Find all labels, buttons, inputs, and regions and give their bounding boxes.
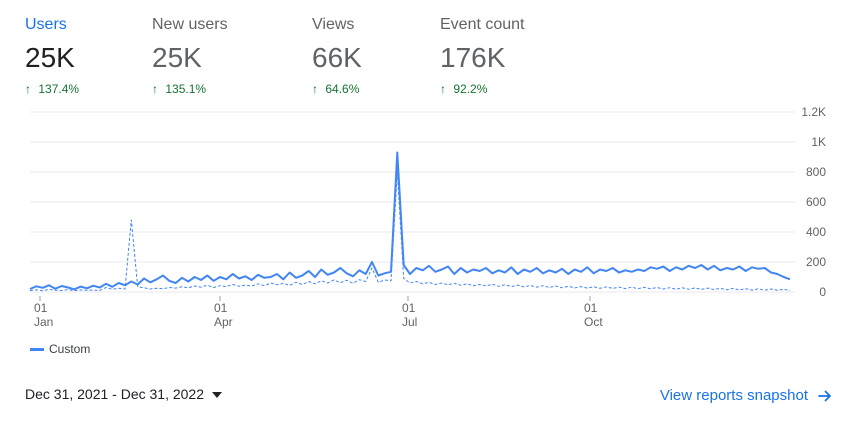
metric-value: 66K: [312, 42, 362, 73]
arrow-up-icon: ↑: [25, 82, 31, 96]
metric-delta: ↑ 135.1%: [152, 80, 228, 98]
arrow-up-icon: ↑: [152, 82, 158, 96]
metric-event-count[interactable]: Event count 176K ↑ 92.2%: [440, 14, 525, 98]
x-tick-month: Oct: [584, 315, 603, 329]
date-range-text: Dec 31, 2021 - Dec 31, 2022: [25, 386, 205, 402]
view-reports-snapshot-link[interactable]: View reports snapshot: [660, 387, 832, 404]
y-tick-label: 600: [806, 195, 826, 209]
metric-value: 25K: [25, 42, 75, 73]
metric-delta: ↑ 64.6%: [312, 80, 362, 98]
x-tick-day: 01: [34, 301, 48, 315]
line-chart: 1.2K 1K 800 600 400 200 0 01 Jan 01 Apr 01 Jul 01 Oct: [0, 104, 850, 334]
caret-down-icon: [212, 392, 223, 398]
date-range-selector[interactable]: Dec 31, 2021 - Dec 31, 2022: [25, 386, 223, 402]
snapshot-link-label: View reports snapshot: [659, 387, 808, 404]
metric-label: Users: [25, 16, 67, 33]
x-tick-month: Jan: [34, 315, 53, 329]
y-tick-label: 400: [806, 225, 826, 239]
metric-delta-value: 92.2%: [453, 82, 488, 96]
metric-label: New users: [152, 16, 228, 33]
metric-value: 25K: [152, 42, 202, 73]
arrow-up-icon: ↑: [440, 82, 446, 96]
metric-label: Views: [312, 16, 355, 33]
y-tick-label: 200: [806, 255, 826, 269]
arrow-right-icon: [818, 390, 831, 401]
y-axis: 1.2K 1K 800 600 400 200 0: [801, 105, 826, 299]
metric-delta-value: 64.6%: [325, 82, 360, 96]
metric-label: Event count: [440, 16, 525, 33]
x-tick-day: 01: [584, 301, 598, 315]
metric-delta-value: 135.1%: [165, 82, 207, 96]
metric-views[interactable]: Views 66K ↑ 64.6%: [312, 14, 362, 98]
y-tick-label: 800: [806, 165, 826, 179]
series-line-comparison: [29, 171, 791, 292]
legend-swatch: [30, 347, 44, 351]
metric-delta: ↑ 92.2%: [440, 80, 525, 98]
x-tick-month: Apr: [214, 315, 233, 329]
metric-users[interactable]: Users 25K ↑ 137.4%: [25, 14, 79, 98]
chart-grid: [30, 111, 795, 293]
metric-delta-value: 137.4%: [38, 82, 80, 96]
chart-series: [29, 151, 791, 292]
y-tick-label: 1K: [811, 135, 826, 149]
x-tick-day: 01: [214, 301, 228, 315]
y-tick-label: 1.2K: [801, 105, 826, 119]
legend-label: Custom: [49, 342, 91, 356]
x-tick-day: 01: [402, 301, 416, 315]
x-tick-month: Jul: [402, 315, 417, 329]
metric-delta: ↑ 137.4%: [25, 80, 79, 98]
metric-value: 176K: [440, 42, 506, 73]
chart-legend: Custom: [30, 342, 90, 356]
series-line-custom: [29, 151, 791, 291]
y-tick-label: 0: [819, 285, 826, 299]
metric-new-users[interactable]: New users 25K ↑ 135.1%: [152, 14, 228, 98]
arrow-up-icon: ↑: [312, 82, 318, 96]
